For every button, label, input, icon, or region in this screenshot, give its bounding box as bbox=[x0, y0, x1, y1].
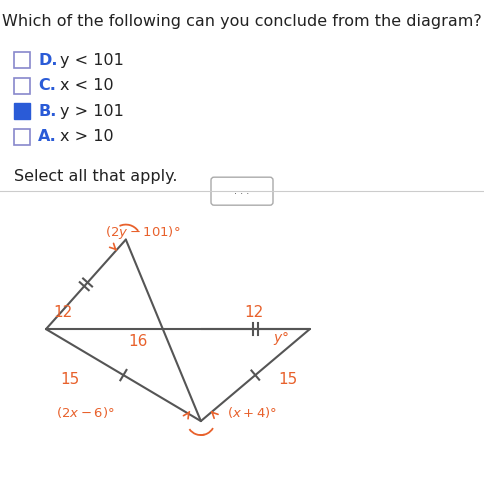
Text: Which of the following can you conclude from the diagram?: Which of the following can you conclude … bbox=[2, 14, 482, 29]
FancyBboxPatch shape bbox=[14, 77, 30, 94]
Text: 15: 15 bbox=[278, 373, 298, 387]
Text: 16: 16 bbox=[128, 334, 148, 348]
Text: 15: 15 bbox=[60, 373, 80, 387]
Text: D.: D. bbox=[38, 53, 58, 67]
FancyBboxPatch shape bbox=[211, 177, 273, 205]
FancyBboxPatch shape bbox=[14, 52, 30, 68]
Text: $(2x - 6)°$: $(2x - 6)°$ bbox=[56, 405, 114, 420]
Text: $y°$: $y°$ bbox=[273, 330, 289, 348]
Text: . . .: . . . bbox=[234, 186, 250, 196]
Text: x < 10: x < 10 bbox=[60, 78, 114, 93]
Text: 12: 12 bbox=[53, 305, 73, 319]
Text: x > 10: x > 10 bbox=[60, 130, 114, 144]
Text: y < 101: y < 101 bbox=[60, 53, 124, 67]
FancyBboxPatch shape bbox=[14, 103, 30, 120]
Text: Select all that apply.: Select all that apply. bbox=[14, 169, 178, 184]
Text: $(2y - 101)°$: $(2y - 101)°$ bbox=[105, 224, 181, 241]
Text: $(x + 4)°$: $(x + 4)°$ bbox=[227, 405, 278, 420]
Text: B.: B. bbox=[38, 104, 56, 119]
Text: 12: 12 bbox=[244, 305, 264, 319]
Text: A.: A. bbox=[38, 130, 57, 144]
Text: y > 101: y > 101 bbox=[60, 104, 124, 119]
FancyBboxPatch shape bbox=[14, 129, 30, 145]
Text: C.: C. bbox=[38, 78, 56, 93]
